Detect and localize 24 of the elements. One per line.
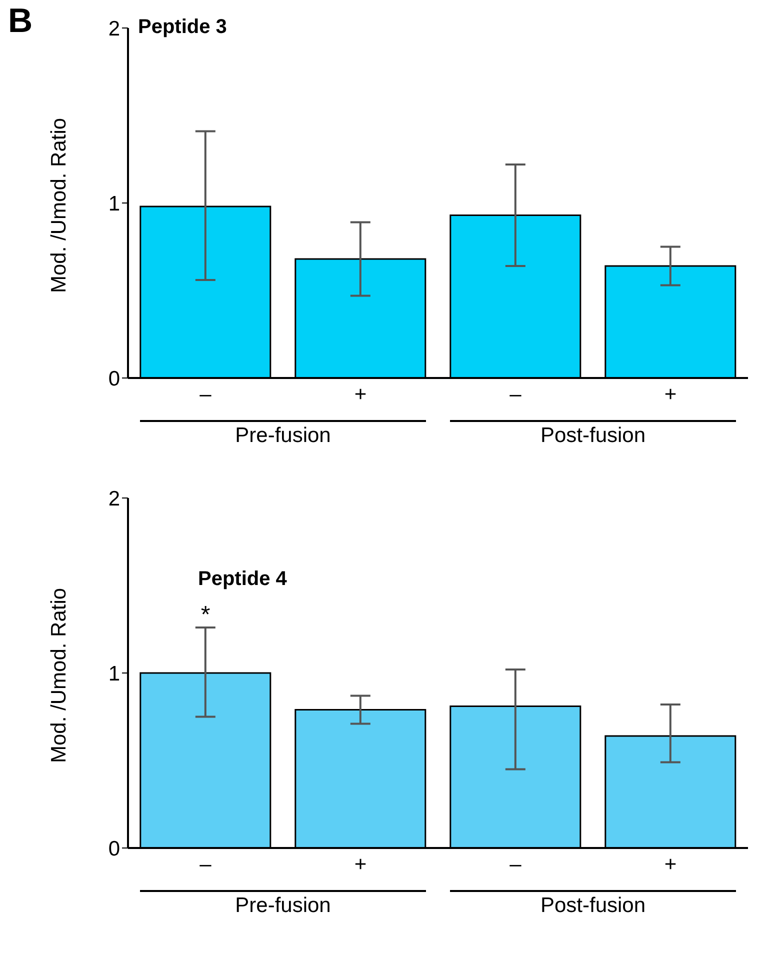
text: Post-fusion — [450, 890, 736, 918]
y-tick-label: 0 — [108, 367, 120, 390]
y-tick-label: 1 — [108, 662, 120, 686]
text: Pre-fusion — [140, 890, 426, 918]
text: B — [8, 2, 33, 41]
y-axis-title: Mod. /Umod. Ratio — [47, 118, 70, 293]
x-tick-label: – — [200, 852, 212, 876]
y-tick-label: 0 — [108, 837, 120, 860]
x-tick-label: + — [354, 852, 367, 876]
x-tick-label: + — [664, 382, 677, 406]
y-tick-label: 2 — [108, 487, 120, 510]
x-tick-label: – — [510, 852, 522, 876]
text: Peptide 4 — [198, 568, 287, 591]
x-tick-label: + — [354, 382, 367, 406]
annotation: * — [200, 602, 210, 628]
x-tick-label: – — [200, 382, 212, 406]
x-tick-label: + — [664, 852, 677, 876]
y-axis-title: Mod. /Umod. Ratio — [47, 588, 70, 763]
y-tick-label: 1 — [108, 192, 120, 216]
y-tick-label: 2 — [108, 17, 120, 40]
text: Post-fusion — [450, 420, 736, 448]
text: Pre-fusion — [140, 420, 426, 448]
x-tick-label: – — [510, 382, 522, 406]
chart-title: Peptide 3 — [138, 16, 227, 39]
